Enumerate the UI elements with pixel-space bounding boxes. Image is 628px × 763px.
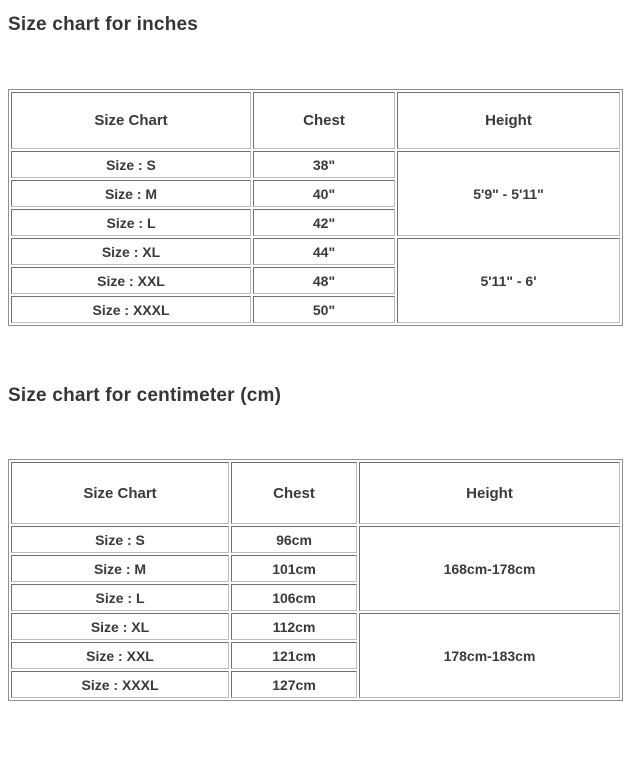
size-chart-table-inches: Size Chart Chest Height Size : S 38" 5'9… bbox=[8, 89, 623, 326]
table-header-row: Size Chart Chest Height bbox=[11, 462, 620, 524]
chest-cell: 127cm bbox=[231, 671, 357, 698]
size-cell: Size : M bbox=[11, 180, 251, 207]
size-cell: Size : XXXL bbox=[11, 671, 229, 698]
chest-cell: 38" bbox=[253, 151, 395, 178]
table-row: Size : S 38" 5'9" - 5'11" bbox=[11, 151, 620, 236]
size-cell: Size : XXXL bbox=[11, 296, 251, 323]
column-header-chest: Chest bbox=[253, 92, 395, 149]
size-cell: Size : S bbox=[11, 526, 229, 553]
table-row: Size : XXL 48" bbox=[11, 267, 620, 294]
height-range-cell: 5'11" - 6' bbox=[397, 238, 620, 323]
table-row: Size : XXXL 127cm bbox=[11, 671, 620, 698]
chest-cell: 106cm bbox=[231, 584, 357, 611]
size-cell: Size : XXL bbox=[11, 267, 251, 294]
column-header-size-chart: Size Chart bbox=[11, 462, 229, 524]
chest-cell: 42" bbox=[253, 209, 395, 236]
chest-cell: 40" bbox=[253, 180, 395, 207]
chest-cell: 48" bbox=[253, 267, 395, 294]
table-row: Size : L 42" bbox=[11, 209, 620, 236]
chest-cell: 44" bbox=[253, 238, 395, 265]
column-header-size-chart: Size Chart bbox=[11, 92, 251, 149]
column-header-height: Height bbox=[359, 462, 620, 524]
size-cell: Size : M bbox=[11, 555, 229, 582]
height-range-cell: 178cm-183cm bbox=[359, 613, 620, 698]
chest-cell: 96cm bbox=[231, 526, 357, 553]
chest-cell: 112cm bbox=[231, 613, 357, 640]
size-cell: Size : XL bbox=[11, 238, 251, 265]
chest-cell: 101cm bbox=[231, 555, 357, 582]
size-cell: Size : XL bbox=[11, 613, 229, 640]
column-header-chest: Chest bbox=[231, 462, 357, 524]
table-row: Size : M 40" bbox=[11, 180, 620, 207]
table-row: Size : XL 112cm 178cm-183cm bbox=[11, 613, 620, 698]
size-cell: Size : L bbox=[11, 584, 229, 611]
table-row: Size : S 96cm 168cm-178cm bbox=[11, 526, 620, 611]
table-row: Size : XXXL 50" bbox=[11, 296, 620, 323]
table-header-row: Size Chart Chest Height bbox=[11, 92, 620, 149]
size-cell: Size : S bbox=[11, 151, 251, 178]
size-chart-table-cm: Size Chart Chest Height Size : S 96cm 16… bbox=[8, 459, 623, 701]
size-cell: Size : L bbox=[11, 209, 251, 236]
table-row: Size : XXL 121cm bbox=[11, 642, 620, 669]
size-cell: Size : XXL bbox=[11, 642, 229, 669]
column-header-height: Height bbox=[397, 92, 620, 149]
table-row: Size : L 106cm bbox=[11, 584, 620, 611]
inches-section-heading: Size chart for inches bbox=[8, 14, 199, 35]
height-range-cell: 168cm-178cm bbox=[359, 526, 620, 611]
height-range-cell: 5'9" - 5'11" bbox=[397, 151, 620, 236]
chest-cell: 121cm bbox=[231, 642, 357, 669]
table-row: Size : M 101cm bbox=[11, 555, 620, 582]
centimeter-section-heading: Size chart for centimeter (cm) bbox=[8, 385, 282, 406]
chest-cell: 50" bbox=[253, 296, 395, 323]
table-row: Size : XL 44" 5'11" - 6' bbox=[11, 238, 620, 323]
